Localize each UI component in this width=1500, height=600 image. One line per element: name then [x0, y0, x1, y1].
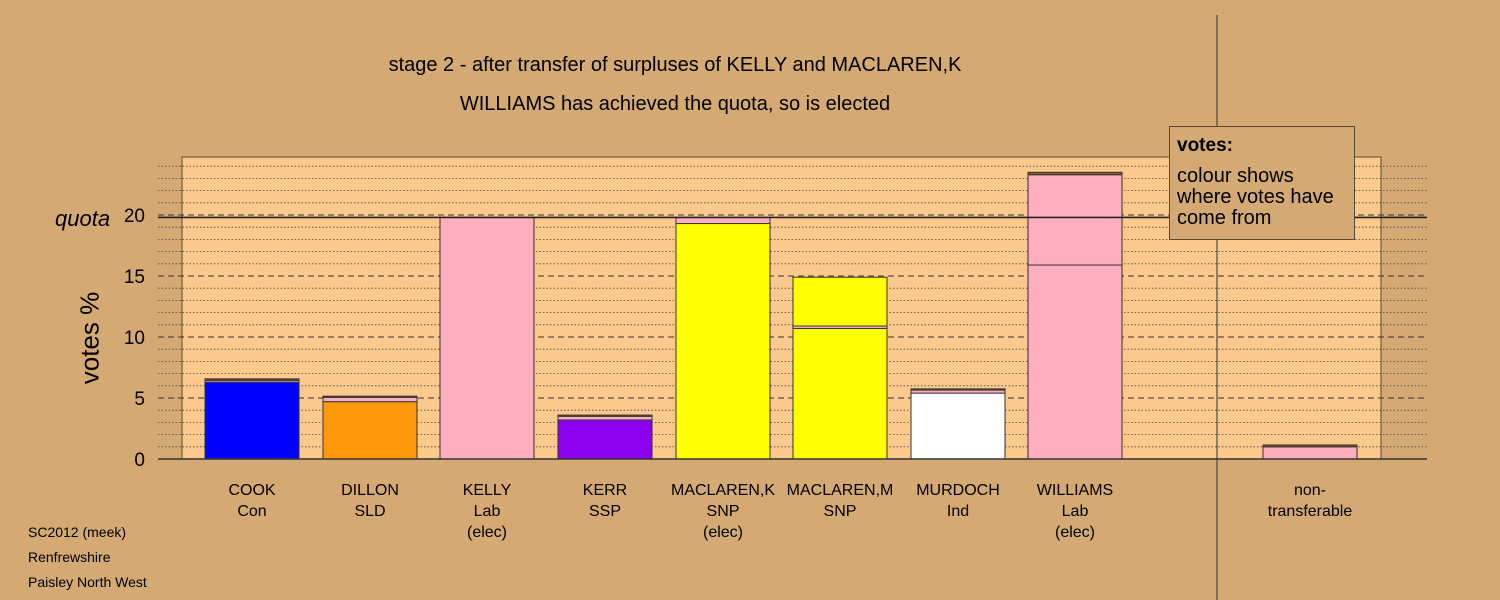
candidate-name: KELLY: [462, 482, 512, 499]
bar-segment: [439, 216, 535, 460]
candidate-label: MACLAREN,M SNP: [775, 480, 905, 522]
bar-segment: [557, 419, 653, 460]
candidate-name: non-: [1293, 482, 1327, 499]
bar-segment: [204, 381, 300, 460]
y-tick-label: 5: [134, 389, 145, 410]
candidate-status: (elec): [1054, 524, 1095, 541]
legend: votes: colour shows where votes have com…: [1169, 126, 1355, 240]
y-axis-label: votes %: [74, 291, 105, 385]
candidate-name: MURDOCH: [916, 482, 1000, 499]
chart-subtitle: WILLIAMS has achieved the quota, so is e…: [459, 93, 891, 115]
bar-segment: [557, 415, 653, 421]
candidate-status: (elec): [466, 524, 507, 541]
quota-label: quota: [55, 206, 111, 231]
bar-segment: [792, 327, 888, 460]
bar-segment: [910, 388, 1006, 391]
candidate-name: WILLIAMS: [1036, 482, 1114, 499]
candidate-party: Lab: [1061, 503, 1089, 520]
candidate-party: Ind: [946, 503, 970, 520]
bar-segment: [675, 223, 771, 460]
candidate-name: KERR: [582, 482, 628, 499]
candidate-name: COOK: [228, 482, 276, 499]
candidate-label: non-transferable: [1245, 480, 1375, 522]
candidate-party: transferable: [1267, 503, 1353, 520]
bar-segment: [910, 392, 1006, 460]
candidate-party: SLD: [354, 503, 386, 520]
candidate-label: KELLY Lab (elec): [422, 480, 552, 543]
candidate-name: MACLAREN,M: [786, 482, 894, 499]
y-tick-label: 10: [124, 328, 145, 349]
bar-segment: [557, 414, 653, 417]
bar-segment: [792, 276, 888, 327]
footer-election: SC2012 (meek): [28, 524, 127, 540]
chart-title: stage 2 - after transfer of surpluses of…: [388, 54, 962, 76]
candidate-status: (elec): [702, 524, 743, 541]
bar-segment: [322, 396, 418, 403]
y-tick-label: 15: [124, 267, 145, 288]
candidate-label: COOK Con: [187, 480, 317, 522]
bar-segment: [1262, 444, 1358, 448]
candidate-party: SSP: [588, 503, 621, 520]
candidate-name: MACLAREN,K: [670, 482, 776, 499]
bar-segment: [1027, 264, 1123, 460]
candidate-label: MACLAREN,K SNP (elec): [658, 480, 788, 543]
candidate-party: Lab: [473, 503, 501, 520]
bar-segment: [322, 395, 418, 398]
candidate-label: KERR SSP: [540, 480, 670, 522]
bar-segment: [675, 216, 771, 225]
candidate-name: DILLON: [341, 482, 399, 499]
footer-ward: Paisley North West: [28, 574, 147, 590]
legend-title: votes:: [1177, 135, 1233, 156]
candidate-party: Con: [237, 503, 267, 520]
footer-council: Renfrewshire: [28, 549, 111, 565]
candidate-party: SNP: [706, 503, 740, 520]
y-tick-label: 20: [124, 206, 145, 227]
bar-segment: [1027, 174, 1123, 266]
legend-text: colour shows where votes have come from: [1177, 165, 1334, 229]
candidate-label: DILLON SLD: [305, 480, 435, 522]
bar-segment: [322, 401, 418, 460]
y-tick-label: 0: [134, 450, 145, 471]
candidate-label: WILLIAMS Lab (elec): [1010, 480, 1140, 543]
bar-segment: [1262, 446, 1358, 460]
candidate-label: MURDOCH Ind: [893, 480, 1023, 522]
candidate-party: SNP: [823, 503, 857, 520]
bar-segment: [204, 378, 300, 381]
bar-segment: [1027, 171, 1123, 176]
